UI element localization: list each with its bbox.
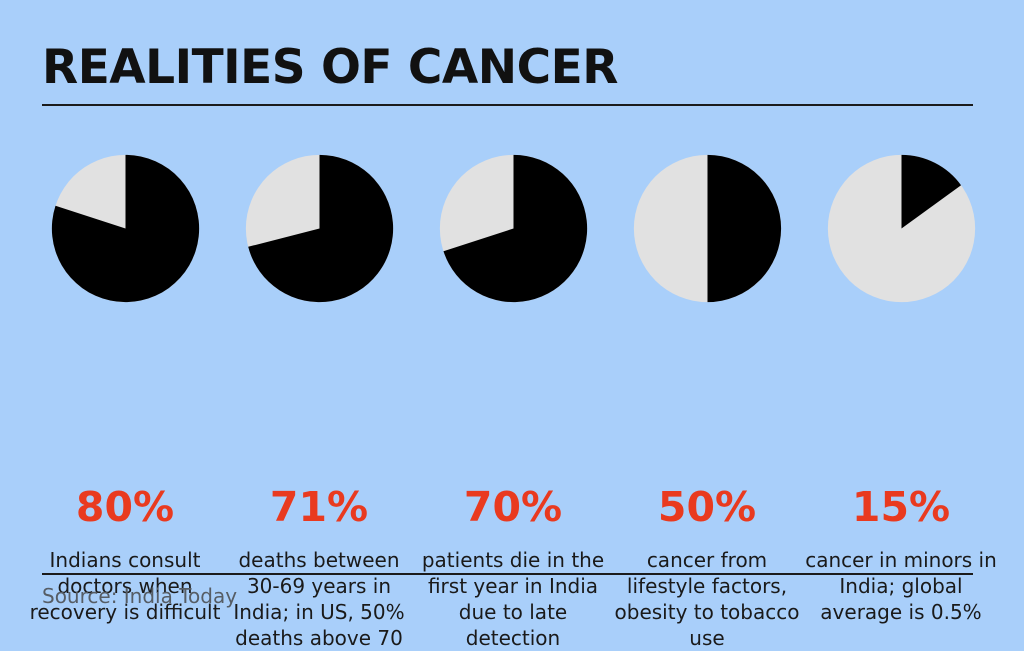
pie-chart-3 <box>439 154 588 303</box>
pie-1-slice-value <box>51 154 200 303</box>
pie-chart-1 <box>51 154 200 303</box>
percent-value-5: 15% <box>851 483 951 531</box>
pie-5-slice-value <box>901 154 962 229</box>
title-divider <box>42 104 973 106</box>
stat-description-4: cancer from lifestyle factors, obesity t… <box>614 548 800 650</box>
pie-3-slice-value <box>443 154 588 303</box>
footer-divider <box>42 573 973 575</box>
source-credit: Source: India Today <box>42 584 238 608</box>
stat-description-5: cancer in minors in India; global averag… <box>805 548 997 624</box>
pie-chart-2 <box>245 154 394 303</box>
pie-chart-5 <box>827 154 976 303</box>
pie-4-slice-value <box>707 154 782 303</box>
percent-value-4: 50% <box>657 483 757 531</box>
pie-2-slice-value <box>248 154 394 303</box>
percent-value-3: 70% <box>463 483 563 531</box>
percent-value-2: 71% <box>269 483 369 531</box>
page-title: REALITIES OF CANCER <box>42 40 618 95</box>
stat-description-3: patients die in the first year in India … <box>421 548 605 650</box>
percent-value-1: 80% <box>75 483 175 531</box>
stat-description-1: Indians consult doctors when recovery is… <box>29 548 221 624</box>
stat-description-2: deaths between 30-69 years in India; in … <box>233 548 405 650</box>
pie-chart-4 <box>633 154 782 303</box>
